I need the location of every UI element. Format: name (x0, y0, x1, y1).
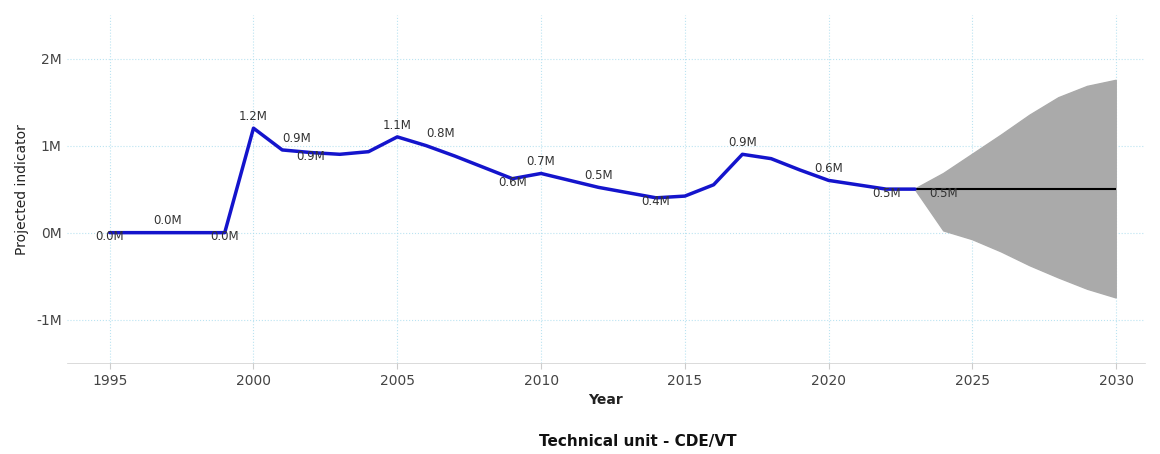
Text: 0.7M: 0.7M (527, 155, 556, 168)
Text: 0.9M: 0.9M (297, 150, 325, 163)
Text: 0.5M: 0.5M (929, 187, 958, 200)
Text: 0.9M: 0.9M (282, 132, 311, 145)
Text: 0.5M: 0.5M (872, 187, 900, 200)
Text: 0.0M: 0.0M (95, 230, 124, 243)
Y-axis label: Projected indicator: Projected indicator (15, 123, 29, 255)
Text: 0.4M: 0.4M (641, 195, 670, 208)
Text: 0.6M: 0.6M (498, 176, 527, 189)
Text: 0.0M: 0.0M (210, 230, 239, 243)
Text: 0.5M: 0.5M (585, 169, 612, 182)
Text: 0.8M: 0.8M (426, 128, 455, 140)
X-axis label: Year: Year (588, 393, 623, 407)
Text: 0.6M: 0.6M (814, 162, 843, 175)
Text: 1.1M: 1.1M (383, 118, 412, 132)
Text: 1.2M: 1.2M (239, 110, 268, 123)
Text: 0.9M: 0.9M (728, 136, 756, 149)
Polygon shape (915, 80, 1116, 298)
Text: 0.0M: 0.0M (153, 214, 181, 227)
Text: Technical unit - CDE/VT: Technical unit - CDE/VT (539, 434, 737, 449)
